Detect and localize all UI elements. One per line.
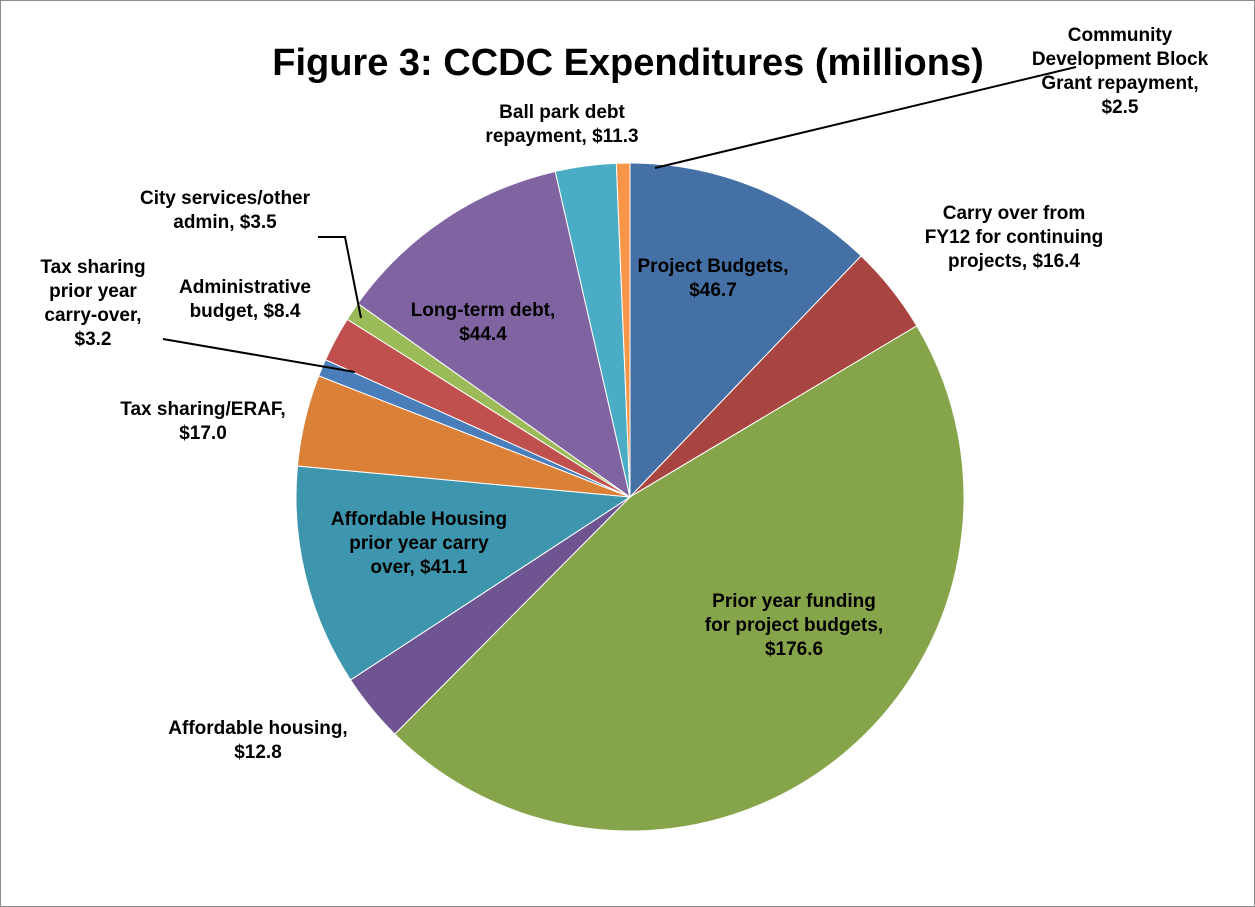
leader-line-community-development-block-grant-repayment [654, 66, 1077, 169]
slice-community-development-block-grant-repayment [615, 162, 631, 498]
label-community-development-block-grant-repayment: Community Development Block Grant repaymen… [1032, 25, 1209, 118]
slice-affordable-housing-prior-year-carry-over [295, 465, 632, 681]
slice-prior-year-funding-for-project-budgets [394, 325, 965, 832]
leader-line-tax-sharing-prior-year-carry-over [162, 338, 356, 373]
label-prior-year-funding-for-project-budgets: Prior year funding for project budgets, $1… [705, 591, 883, 660]
leader-line-city-services-other-admin [318, 236, 362, 319]
label-tax-sharing-eraf: Tax sharing/ERAF, $17.0 [120, 399, 285, 444]
slice-project-budgets [629, 162, 862, 499]
chart-title: Figure 3: CCDC Expenditures (millions) [272, 42, 984, 84]
label-tax-sharing-prior-year-carry-over: Tax sharing prior year carry-over, $3.2 [40, 257, 145, 350]
slice-long-term-debt [357, 170, 631, 499]
label-carry-over-from-fy12-for-continuing-projects: Carry over from FY12 for continuing projec… [925, 203, 1103, 272]
leader-lines [162, 66, 1077, 373]
label-long-term-debt: Long-term debt, $44.4 [411, 300, 556, 345]
label-affordable-housing: Affordable housing, $12.8 [168, 718, 347, 763]
slice-labels: Project Budgets, $46.7 Carry over from FY12… [40, 25, 1208, 763]
label-affordable-housing-prior-year-carry-over: Affordable Housing prior year carry over, … [331, 509, 507, 578]
label-ball-park-debt-repayment: Ball park debt repayment, $11.3 [485, 102, 638, 147]
pie-slices [295, 162, 965, 832]
label-project-budgets: Project Budgets, $46.7 [638, 256, 789, 301]
label-administrative-budget: Administrative budget, $8.4 [179, 277, 311, 322]
label-city-services-other-admin: City services/other admin, $3.5 [140, 188, 311, 233]
